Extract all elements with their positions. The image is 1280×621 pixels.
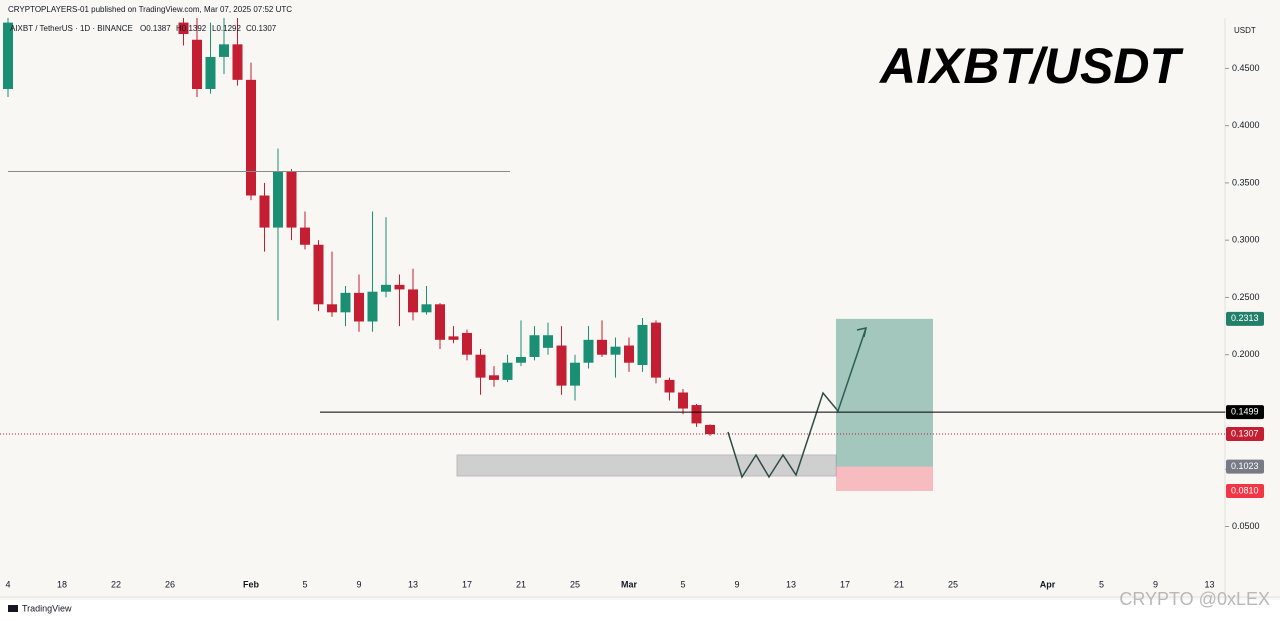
- candle-body: [300, 227, 310, 245]
- candle-body: [246, 79, 256, 196]
- candle-body: [421, 304, 432, 313]
- projection-arrow: [856, 327, 867, 338]
- price-marker-label: 0.2313: [1231, 313, 1259, 323]
- y-tick-label: 0.2500: [1232, 292, 1260, 302]
- demand-zone: [456, 454, 837, 477]
- x-tick-label: 25: [570, 579, 580, 589]
- price-marker: [1226, 459, 1264, 474]
- candle-body: [394, 284, 405, 290]
- currency: USDT: [1234, 26, 1256, 35]
- candle-body: [219, 44, 229, 57]
- x-tick-label: Apr: [1040, 579, 1056, 589]
- candle-body: [624, 345, 634, 363]
- ohlc-low: L0.1292: [212, 24, 241, 33]
- price-marker-label: 0.1307: [1231, 428, 1259, 438]
- projection-path: [727, 327, 867, 479]
- candle-body: [408, 289, 418, 313]
- candle-body: [435, 304, 445, 340]
- candle-body: [462, 332, 472, 355]
- candle-body: [340, 292, 351, 313]
- candle-body: [381, 284, 391, 292]
- price-marker-label: 0.0810: [1231, 485, 1259, 495]
- x-tick-label: 18: [57, 579, 67, 589]
- candle-body: [232, 44, 243, 80]
- candle-body: [691, 405, 702, 424]
- candle-body: [354, 292, 364, 322]
- candle-body: [597, 339, 607, 355]
- candle-body: [273, 171, 283, 228]
- candle-body: [178, 22, 189, 35]
- x-tick-label: 21: [894, 579, 904, 589]
- brand-logo: [8, 605, 18, 612]
- candle-body: [529, 335, 540, 357]
- stop-zone: [836, 466, 933, 491]
- x-tick-label: 4: [5, 579, 10, 589]
- price-marker: [1226, 427, 1264, 442]
- background: [0, 0, 1280, 600]
- candle-body: [286, 171, 297, 228]
- candle-body: [570, 362, 580, 386]
- y-tick-label: 0.4500: [1232, 63, 1260, 73]
- x-tick-label: 17: [840, 579, 850, 589]
- candle-body: [610, 346, 621, 355]
- candle-body: [3, 22, 13, 90]
- x-tick-label: Mar: [621, 579, 638, 589]
- target-zone: [836, 318, 933, 467]
- y-tick-label: 0.2000: [1232, 349, 1260, 359]
- symbol: AIXBT / TetherUS · 1D · BINANCE: [10, 24, 133, 33]
- header: CRYPTOPLAYERS-01 published on TradingVie…: [8, 5, 292, 14]
- price-marker-label: 0.1023: [1231, 461, 1259, 471]
- candle-body: [516, 356, 526, 363]
- ohlc-high: H0.1392: [176, 24, 207, 33]
- x-tick-label: 17: [462, 579, 472, 589]
- candle-body: [448, 336, 459, 340]
- x-tick-label: 5: [1099, 579, 1104, 589]
- candle-body: [678, 392, 688, 409]
- y-tick-label: 0.0500: [1232, 521, 1260, 531]
- x-tick-label: 22: [111, 579, 121, 589]
- x-tick-label: 21: [516, 579, 526, 589]
- x-tick-label: 26: [165, 579, 175, 589]
- candle-body: [205, 56, 216, 90]
- candle-body: [367, 291, 378, 322]
- price-marker-label: 0.1499: [1231, 406, 1259, 416]
- plot: [3, 18, 715, 436]
- x-tick-label: 9: [734, 579, 739, 589]
- y-tick-label: 0.3000: [1232, 235, 1260, 245]
- candle-body: [543, 335, 553, 348]
- x-tick-label: 9: [356, 579, 361, 589]
- candle-body: [313, 244, 324, 305]
- x-tick-label: 5: [302, 579, 307, 589]
- y-tick-label: 0.3500: [1232, 177, 1260, 187]
- x-tick-label: 13: [408, 579, 418, 589]
- candle-body: [637, 324, 648, 366]
- candle-body: [192, 39, 202, 90]
- candle-body: [502, 362, 513, 380]
- candle-body: [705, 424, 715, 435]
- candle-body: [651, 322, 661, 378]
- candle-body: [664, 379, 675, 393]
- chart-title: AIXBT/USDT: [878, 38, 1184, 94]
- candle-body: [489, 375, 499, 380]
- x-tick-label: 25: [948, 579, 958, 589]
- price-marker: [1226, 483, 1264, 498]
- x-tick-label: 13: [786, 579, 796, 589]
- x-tick-label: 5: [680, 579, 685, 589]
- candle-body: [327, 304, 337, 313]
- ohlc-open: O0.1387: [140, 24, 171, 33]
- ohlc-close: C0.1307: [246, 24, 277, 33]
- price-marker: [1226, 405, 1264, 420]
- price-marker: [1226, 311, 1264, 326]
- watermark: CRYPTO @0xLEX: [1119, 589, 1270, 609]
- candle-body: [556, 345, 567, 386]
- x-tick-label: 13: [1204, 579, 1214, 589]
- x-tick-label: Feb: [243, 579, 260, 589]
- y-tick-label: 0.4000: [1232, 120, 1260, 130]
- x-tick-label: 9: [1153, 579, 1158, 589]
- candle-body: [475, 354, 486, 378]
- candle-body: [259, 195, 270, 228]
- candle-body: [583, 339, 594, 363]
- brand: TradingView: [22, 603, 72, 613]
